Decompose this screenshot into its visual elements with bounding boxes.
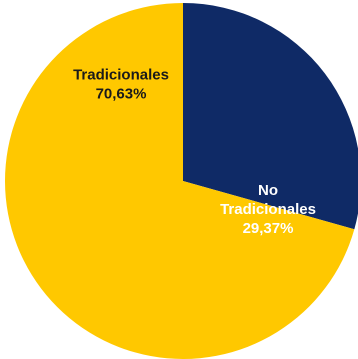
pie-slice-1 bbox=[4, 3, 355, 359]
pie-slice-0 bbox=[183, 3, 358, 230]
pie-slice-category-label: No bbox=[258, 182, 278, 199]
pie-slice-category-label: Tradicionales bbox=[73, 67, 169, 84]
pie-slice-label-0: No Tradicionales 29,37% bbox=[220, 182, 316, 237]
pie-slice-category-label: Tradicionales bbox=[220, 201, 316, 218]
pie-slice-label-1: Tradicionales 70,63% bbox=[73, 67, 169, 103]
pie-slice-value-label: 29,37% bbox=[243, 220, 294, 237]
pie-slice-value-label: 70,63% bbox=[96, 86, 147, 103]
